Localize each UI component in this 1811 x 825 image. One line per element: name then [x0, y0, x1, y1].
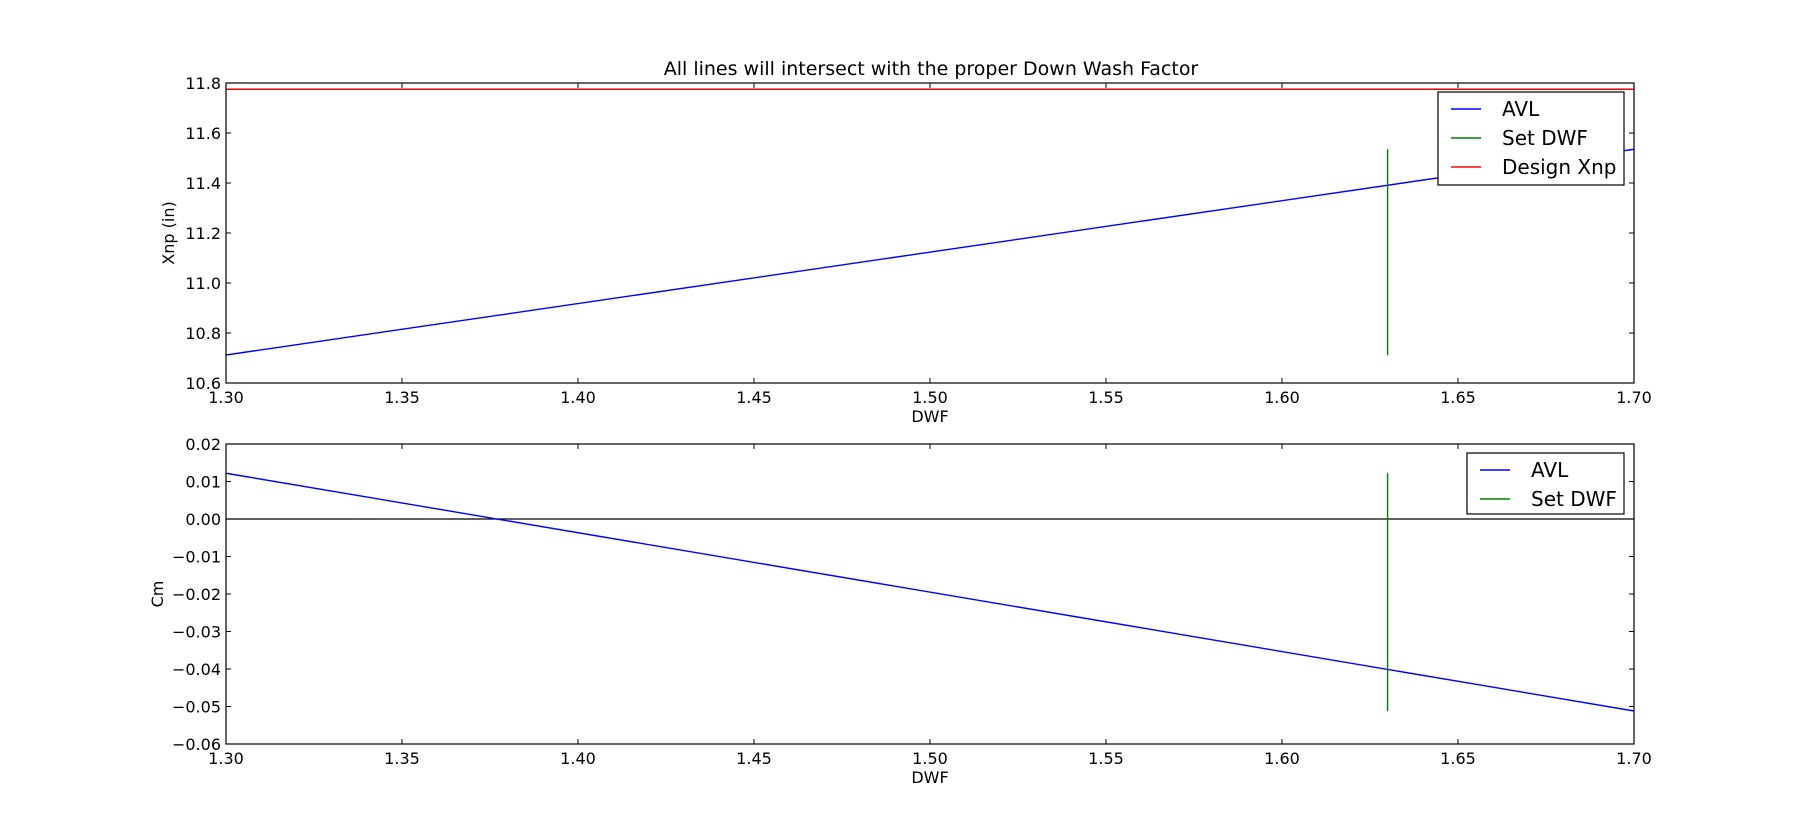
y-tick-label: 10.6	[185, 374, 221, 393]
x-axis-label: DWF	[911, 768, 948, 787]
legend-entry-set-dwf: Set DWF	[1531, 487, 1617, 511]
plot-area	[225, 88, 1635, 356]
y-tick-label: 11.6	[185, 124, 221, 143]
y-tick-label: 11.0	[185, 274, 221, 293]
legend-entry-avl: AVL	[1531, 458, 1569, 482]
y-tick-label: 11.2	[185, 224, 221, 243]
series-line-avl	[225, 472, 1635, 712]
legend-entry-set-dwf: Set DWF	[1502, 126, 1588, 150]
y-tick-label: 0.01	[185, 473, 221, 492]
legend-entry-avl: AVL	[1502, 97, 1540, 121]
x-tick-label: 1.45	[736, 749, 772, 768]
legend-box	[1466, 452, 1625, 515]
y-tick-label: −0.03	[172, 623, 221, 642]
y-axis-label: Xnp (in)	[159, 201, 178, 264]
y-tick-label: −0.01	[172, 548, 221, 567]
x-tick-label: 1.55	[1088, 749, 1124, 768]
x-tick-label: 1.30	[208, 749, 244, 768]
x-tick-label: 1.35	[384, 749, 420, 768]
axis-ticks: 1.30 1.35 1.40 1.45 1.50 1.55 1.60 1.65 1.70 10.6…	[185, 74, 1651, 407]
chart-title: All lines will intersect with the proper…	[664, 58, 1199, 80]
legend-entry-design-xnp: Design Xnp	[1502, 155, 1616, 179]
x-tick-label: 1.60	[1264, 388, 1300, 407]
x-tick-label: 1.40	[560, 388, 596, 407]
x-tick-label: 1.45	[736, 388, 772, 407]
chart-cm: 1.30 1.35 1.40 1.45 1.50 1.55 1.60 1.65 1.70 −0.0…	[148, 435, 1652, 787]
y-tick-label: 0.00	[185, 510, 221, 529]
x-tick-label: 1.35	[384, 388, 420, 407]
y-tick-label: 0.02	[185, 435, 221, 454]
series-line-avl	[225, 148, 1635, 356]
x-axis-label: DWF	[911, 407, 948, 426]
axis-ticks: 1.30 1.35 1.40 1.45 1.50 1.55 1.60 1.65 1.70 −0.0…	[172, 435, 1652, 768]
axes-frame	[225, 82, 1635, 384]
y-tick-label: 10.8	[185, 324, 221, 343]
x-tick-label: 1.50	[912, 749, 948, 768]
y-tick-label: 11.8	[185, 74, 221, 93]
y-tick-label: −0.04	[172, 660, 221, 679]
y-tick-label: 11.4	[185, 174, 221, 193]
legend: AVL Set DWF	[1466, 452, 1625, 515]
x-tick-label: 1.30	[208, 388, 244, 407]
y-tick-label: −0.05	[172, 698, 221, 717]
x-tick-label: 1.50	[912, 388, 948, 407]
x-tick-label: 1.70	[1616, 388, 1652, 407]
plot-area	[225, 472, 1635, 712]
axes-frame	[225, 443, 1635, 745]
y-tick-label: −0.06	[172, 735, 221, 754]
x-tick-label: 1.40	[560, 749, 596, 768]
y-axis-label: Cm	[148, 581, 167, 608]
x-tick-label: 1.55	[1088, 388, 1124, 407]
x-tick-label: 1.65	[1440, 388, 1476, 407]
chart-xnp: All lines will intersect with the proper…	[159, 58, 1652, 426]
x-tick-label: 1.65	[1440, 749, 1476, 768]
y-tick-label: −0.02	[172, 585, 221, 604]
legend: AVL Set DWF Design Xnp	[1437, 91, 1625, 186]
x-tick-label: 1.60	[1264, 749, 1300, 768]
x-tick-label: 1.70	[1616, 749, 1652, 768]
